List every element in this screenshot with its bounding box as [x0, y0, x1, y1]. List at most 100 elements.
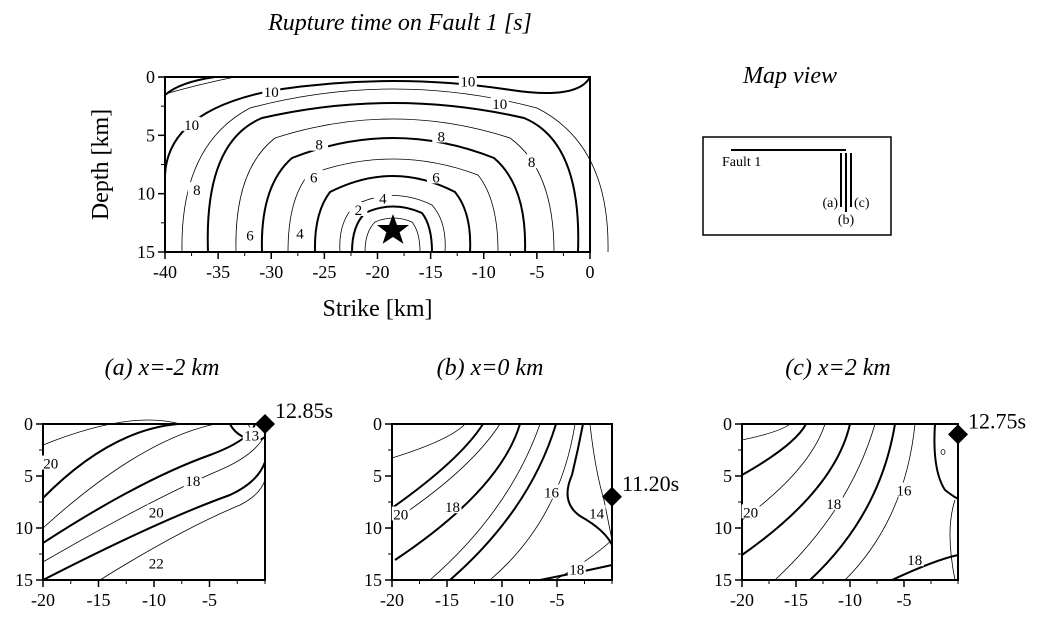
- map-view-title: Map view: [742, 63, 837, 89]
- panel-c-contour-label-bg-2: [895, 482, 913, 497]
- main-contour-label-7: 8: [193, 183, 201, 199]
- main-xtick-label-4: -20: [366, 262, 390, 282]
- panel-c-contour-label-0: 20: [743, 505, 758, 521]
- line-b-label: (b): [838, 213, 855, 228]
- panel-a-contour-label-bg-4: [242, 427, 261, 442]
- line-a-label: (a): [822, 196, 838, 211]
- main-xtick-label-3: -25: [312, 262, 336, 282]
- panel-a-contour-label-1: 18: [185, 474, 200, 490]
- panel-b-xtick-label-1: -15: [435, 590, 459, 610]
- map-frame: [702, 136, 892, 236]
- panel-a-ytick-label-1: 5: [24, 466, 33, 486]
- panel-b-contour-label-bg-3: [587, 505, 606, 520]
- map-view: Fault 1 (a) (b) (c): [702, 136, 892, 236]
- panel-c-contour-label-3: 18: [907, 553, 922, 569]
- main-contour-label-bg-9: [426, 169, 445, 184]
- panel-b-ytick-label-2: 10: [364, 518, 382, 538]
- panel-c-frame: [741, 423, 959, 581]
- panel-b-ytick-label-3: 15: [364, 570, 382, 590]
- panel-b-contours: [391, 423, 613, 581]
- main-contour-label-bg-10: [241, 227, 259, 242]
- main-ytick-label-0: 0: [146, 67, 155, 87]
- main-contour-label-bg-8: [304, 169, 323, 184]
- panel-b-title: (b) x=0 km: [437, 355, 544, 381]
- main-ytick-label-3: 15: [137, 242, 155, 262]
- main-xtick-label-8: 0: [586, 262, 595, 282]
- panel-a-xtick-label-0: -20: [31, 590, 55, 610]
- panel-a-title: (a) x=-2 km: [105, 355, 220, 381]
- panel-c-ytick-label-3: 15: [714, 570, 732, 590]
- main-xtick-label-0: -40: [153, 262, 177, 282]
- panel-a-ytick-label-0: 0: [24, 414, 33, 434]
- panel-a-ytick-label-2: 10: [15, 518, 33, 538]
- main-xtick-label-1: -35: [206, 262, 230, 282]
- main-contour-label-bg-1: [262, 84, 281, 99]
- panel-b-xtick-label-0: -20: [380, 590, 404, 610]
- main-contour-label-bg-0: [458, 73, 477, 88]
- panel-a-axes: -20 -15 -10 -5 0 5 10 15 20 18 20 22 13 12.85s: [15, 398, 333, 610]
- main-ytick-label-2: 10: [137, 184, 155, 204]
- panel-b-contour-label-bg-2: [542, 484, 561, 499]
- panel-a-xtick-label-2: -10: [142, 590, 166, 610]
- panel-b-xtick-label-3: -5: [550, 590, 565, 610]
- panel-c-contour-label-bg-1: [824, 496, 843, 511]
- panel-c-ytick-label-1: 5: [723, 466, 732, 486]
- main-contour-label-bg-6: [522, 154, 541, 169]
- panel-c-contour-label-1: 18: [826, 497, 841, 513]
- main-contour-label-0: 10: [460, 75, 475, 91]
- panel-c-contour-label-bg-3: [905, 552, 924, 567]
- main-contour-label-12: 4: [296, 226, 304, 242]
- main-xtick-label-5: -15: [419, 262, 443, 282]
- main-contour-label-6: 8: [528, 155, 536, 171]
- main-contour-label-10: 6: [246, 229, 254, 245]
- main-contour-label-8: 6: [310, 170, 318, 186]
- line-c-label: (c): [854, 196, 870, 211]
- main-plot-title: Rupture time on Fault 1 [s]: [267, 10, 532, 36]
- main-contour-label-11: 4: [379, 191, 387, 207]
- panel-c-contours: [741, 423, 959, 581]
- main-contours: [164, 76, 609, 253]
- fault-1-label: Fault 1: [722, 155, 761, 170]
- panel-a-contour-label-3: 22: [149, 556, 164, 572]
- panel-b-contour-label-2: 16: [544, 486, 560, 502]
- panel-b-axes: -20 -15 -10 -5 0 5 10 15 20 18 16 14 18 11.20s: [364, 414, 679, 610]
- panel-a-contour-label-bg-1: [183, 473, 202, 488]
- panel-b-ytick-label-1: 5: [373, 466, 382, 486]
- panel-c-ytick-label-0: 0: [723, 414, 732, 434]
- main-contour-label-2: 10: [492, 97, 507, 113]
- main-axes: -40 -35 -30 -25 -20 -15 -10 -5 0 0 5 10 15 Strike [km…: [88, 67, 595, 322]
- panel-c-xtick-label-2: -10: [838, 590, 862, 610]
- main-xtick-label-7: -5: [529, 262, 544, 282]
- main-contour-label-bg-3: [182, 116, 201, 131]
- main-contour-label-bg-7: [187, 182, 206, 197]
- main-ytick-label-1: 5: [146, 125, 155, 145]
- panel-c-diamond-marker: [948, 424, 968, 445]
- panel-c-xtick-label-1: -15: [784, 590, 808, 610]
- panel-c-xtick-label-0: -20: [730, 590, 754, 610]
- main-contour-label-bg-4: [310, 136, 329, 151]
- x-axis-title: Strike [km]: [323, 296, 433, 322]
- main-contour-label-bg-13: [349, 202, 368, 216]
- panel-b-contour-label-bg-1: [443, 499, 462, 514]
- panel-c-contour-label-bg-0: [741, 504, 760, 519]
- main-contour-label-bg-5: [432, 128, 451, 143]
- main-contour-label-9: 6: [432, 170, 440, 186]
- main-xtick-label-2: -30: [259, 262, 283, 282]
- panel-c-title: (c) x=2 km: [785, 355, 890, 381]
- main-contour-label-5: 8: [438, 130, 446, 146]
- panel-c-contour-label-2: 16: [897, 484, 913, 500]
- panel-c-ytick-label-2: 10: [714, 518, 732, 538]
- panel-a-xtick-label-3: -5: [202, 590, 217, 610]
- panel-b-contour-label-4: 18: [569, 563, 584, 579]
- main-contour-label-bg-11: [373, 190, 392, 205]
- panel-b-xtick-label-2: -10: [490, 590, 514, 610]
- panel-b-diamond-marker: [602, 486, 622, 507]
- main-contour-label-1: 10: [264, 85, 279, 101]
- panel-b-contour-label-0: 20: [393, 507, 408, 523]
- hypocenter-star-icon: [377, 214, 409, 244]
- panel-a-marker-label: 12.85s: [275, 398, 333, 423]
- main-contour-label-4: 8: [315, 138, 323, 154]
- panel-b-marker-label: 11.20s: [622, 471, 679, 496]
- panel-b-ytick-label-0: 0: [373, 414, 382, 434]
